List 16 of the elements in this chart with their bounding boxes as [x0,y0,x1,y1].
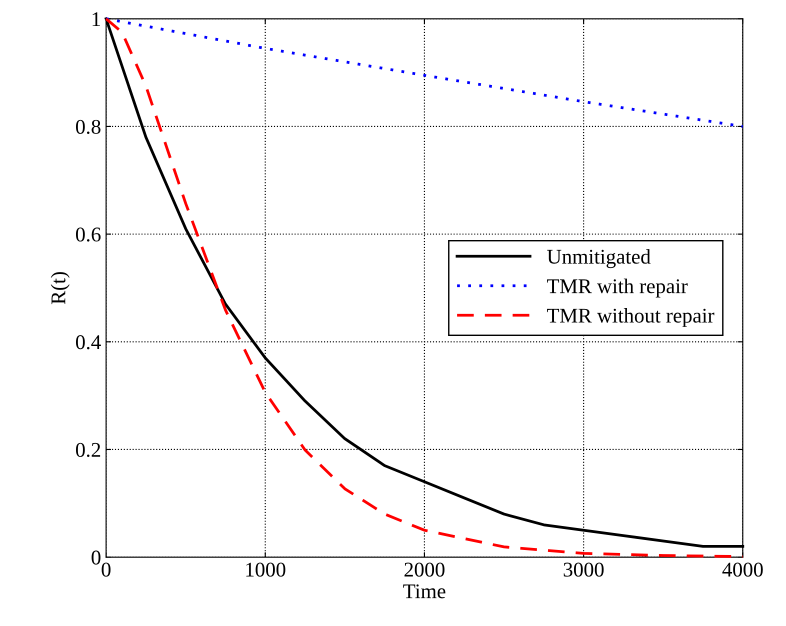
x-tick-label: 2000 [404,562,444,577]
legend-label: TMR with repair [547,278,688,298]
y-tick-label: 0.4 [76,335,101,350]
x-tick-label: 4000 [722,562,763,577]
x-tick-label: 1000 [246,562,286,577]
x-tick-label: 3000 [564,562,604,577]
y-tick-label: 1 [92,12,100,26]
y-tick-label: 0 [92,550,100,565]
x-axis-title: Time [403,584,446,598]
legend-label: TMR without repair [547,308,714,327]
legend-label: Unmitigated [547,249,651,268]
x-tick-label: 0 [102,562,111,577]
y-tick-label: 0.6 [76,228,101,242]
y-axis-title: R(t) [50,272,70,304]
y-tick-label: 0.2 [76,442,100,457]
y-tick-label: 0.8 [76,120,100,134]
